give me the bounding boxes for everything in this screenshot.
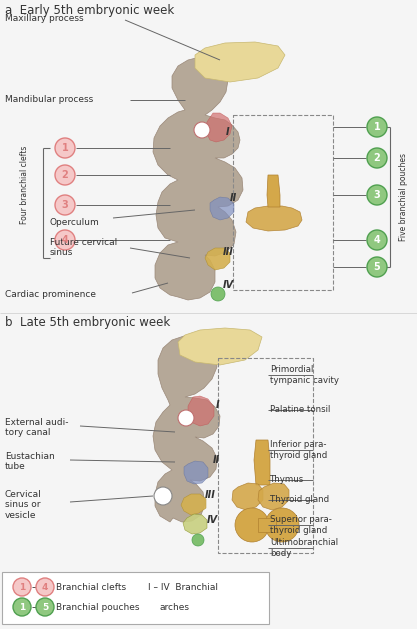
Polygon shape — [258, 483, 289, 510]
Text: Inferior para-
thyroid gland: Inferior para- thyroid gland — [270, 440, 327, 460]
Text: Mandibular process: Mandibular process — [5, 95, 93, 104]
Text: –: – — [32, 582, 37, 592]
Text: I: I — [226, 127, 230, 137]
Text: arches: arches — [160, 603, 190, 611]
Circle shape — [55, 195, 75, 215]
Polygon shape — [153, 57, 243, 300]
Circle shape — [36, 598, 54, 616]
Text: 2: 2 — [374, 153, 380, 163]
Circle shape — [154, 487, 172, 505]
Circle shape — [178, 410, 194, 426]
Text: 4: 4 — [62, 235, 68, 245]
Polygon shape — [254, 440, 270, 485]
Polygon shape — [188, 396, 214, 426]
Text: Branchial pouches: Branchial pouches — [56, 603, 140, 611]
Text: b  Late 5th embryonic week: b Late 5th embryonic week — [5, 316, 170, 329]
Circle shape — [367, 230, 387, 250]
Bar — [258, 518, 276, 532]
Text: IV: IV — [222, 280, 234, 290]
Polygon shape — [181, 494, 206, 515]
Polygon shape — [232, 483, 263, 510]
Polygon shape — [184, 461, 208, 484]
Text: I – IV  Branchial: I – IV Branchial — [148, 582, 218, 591]
Text: Primordial
tympanic cavity: Primordial tympanic cavity — [270, 365, 339, 385]
Text: IV: IV — [206, 515, 218, 525]
Circle shape — [194, 122, 210, 138]
Text: 1: 1 — [19, 603, 25, 611]
Text: Future cervical
sinus: Future cervical sinus — [50, 238, 117, 257]
Text: External audi-
tory canal: External audi- tory canal — [5, 418, 68, 437]
Text: 1: 1 — [19, 582, 25, 591]
Text: III: III — [205, 490, 216, 500]
Text: Five branchial pouches: Five branchial pouches — [399, 153, 409, 241]
Text: 1: 1 — [62, 143, 68, 153]
Text: 4: 4 — [42, 582, 48, 591]
Text: Ultimobranchial
body: Ultimobranchial body — [270, 538, 338, 558]
Text: 2: 2 — [62, 170, 68, 180]
Text: Palatine tonsil: Palatine tonsil — [270, 406, 330, 415]
Text: Operculum: Operculum — [50, 218, 100, 227]
Circle shape — [13, 578, 31, 596]
Text: II: II — [229, 193, 236, 203]
Text: Thyroid gland: Thyroid gland — [270, 496, 329, 504]
Circle shape — [192, 534, 204, 546]
Circle shape — [13, 598, 31, 616]
Circle shape — [367, 185, 387, 205]
Text: 5: 5 — [42, 603, 48, 611]
Polygon shape — [267, 175, 280, 207]
Text: I: I — [216, 400, 220, 410]
Text: Eustachian
tube: Eustachian tube — [5, 452, 55, 471]
Polygon shape — [205, 248, 230, 270]
Circle shape — [55, 138, 75, 158]
Text: Cervical
sinus or
vesicle: Cervical sinus or vesicle — [5, 490, 42, 520]
Circle shape — [36, 578, 54, 596]
Text: 3: 3 — [374, 190, 380, 200]
Text: Four branchial clefts: Four branchial clefts — [20, 146, 30, 224]
Text: Superior para-
thyroid gland: Superior para- thyroid gland — [270, 515, 332, 535]
Text: III: III — [223, 247, 234, 257]
Circle shape — [367, 117, 387, 137]
Circle shape — [55, 230, 75, 250]
Bar — [233, 115, 333, 290]
Circle shape — [235, 508, 269, 542]
FancyBboxPatch shape — [2, 572, 269, 624]
Circle shape — [265, 508, 299, 542]
Circle shape — [367, 257, 387, 277]
Polygon shape — [183, 514, 207, 534]
Text: Thymus: Thymus — [270, 476, 304, 484]
Circle shape — [367, 148, 387, 168]
Text: 3: 3 — [62, 200, 68, 210]
Text: –: – — [32, 602, 37, 612]
Text: a  Early 5th embryonic week: a Early 5th embryonic week — [5, 4, 174, 17]
Polygon shape — [246, 206, 302, 231]
Text: 4: 4 — [374, 235, 380, 245]
Polygon shape — [153, 336, 220, 522]
Polygon shape — [210, 197, 234, 220]
Text: 1: 1 — [374, 122, 380, 132]
Text: Maxillary process: Maxillary process — [5, 14, 84, 23]
Text: 5: 5 — [374, 262, 380, 272]
Polygon shape — [178, 328, 262, 365]
Circle shape — [211, 287, 225, 301]
Text: Branchial clefts: Branchial clefts — [56, 582, 126, 591]
Polygon shape — [206, 113, 232, 142]
Text: Cardiac prominence: Cardiac prominence — [5, 290, 96, 299]
Bar — [218, 358, 313, 553]
Text: II: II — [212, 455, 220, 465]
Circle shape — [55, 165, 75, 185]
Polygon shape — [195, 42, 285, 82]
